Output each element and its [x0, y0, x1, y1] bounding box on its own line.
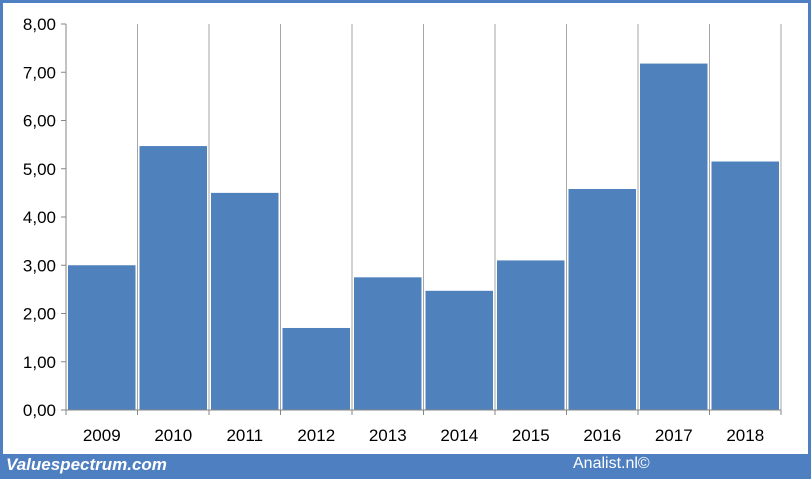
- y-tick-label: 5,00: [23, 160, 56, 179]
- x-tick-label: 2015: [512, 426, 550, 445]
- x-tick-label: 2011: [226, 426, 263, 445]
- bars: [68, 63, 779, 410]
- bar-2009: [68, 265, 136, 410]
- x-tick-label: 2009: [83, 426, 121, 445]
- x-tick-label: 2014: [440, 426, 478, 445]
- x-tick-label: 2010: [154, 426, 192, 445]
- footer-credit-label: Analist.nl©: [573, 455, 650, 472]
- y-tick-label: 6,00: [23, 112, 56, 131]
- grid-lines: [137, 24, 782, 410]
- bar-2010: [139, 146, 207, 410]
- bar-2011: [211, 192, 279, 410]
- y-tick-label: 0,00: [23, 401, 56, 420]
- footer-source-label: Valuespectrum.com: [6, 455, 167, 474]
- y-axis-ticks: 0,00 1,00 2,00 3,00 4,00 5,00 6,00 7,00 8,00: [23, 15, 66, 420]
- bar-2012: [282, 327, 350, 410]
- x-axis-ticks: 2009 2010 2011 2012 2013 2014 2015 2016 2017 2018: [65, 410, 782, 445]
- bar-2015: [497, 260, 565, 410]
- bar-2017: [640, 63, 708, 410]
- y-tick-label: 7,00: [23, 63, 56, 82]
- x-tick-label: 2017: [655, 426, 693, 445]
- bar-2013: [354, 277, 422, 410]
- y-tick-label: 1,00: [23, 353, 56, 372]
- bar-2018: [711, 161, 779, 410]
- y-tick-label: 3,00: [23, 256, 56, 275]
- bar-2016: [568, 189, 636, 410]
- x-tick-label: 2016: [583, 426, 621, 445]
- bar-chart: 0,00 1,00 2,00 3,00 4,00 5,00 6,00 7,00 8,00 200…: [23, 15, 782, 445]
- x-tick-label: 2012: [297, 426, 335, 445]
- y-tick-label: 2,00: [23, 305, 56, 324]
- bar-2014: [425, 290, 493, 410]
- y-tick-label: 4,00: [23, 208, 56, 227]
- x-tick-label: 2018: [726, 426, 764, 445]
- x-tick-label: 2013: [369, 426, 407, 445]
- chart-panel: 0,00 1,00 2,00 3,00 4,00 5,00 6,00 7,00 8,00 200…: [3, 3, 808, 454]
- y-tick-label: 8,00: [23, 15, 56, 34]
